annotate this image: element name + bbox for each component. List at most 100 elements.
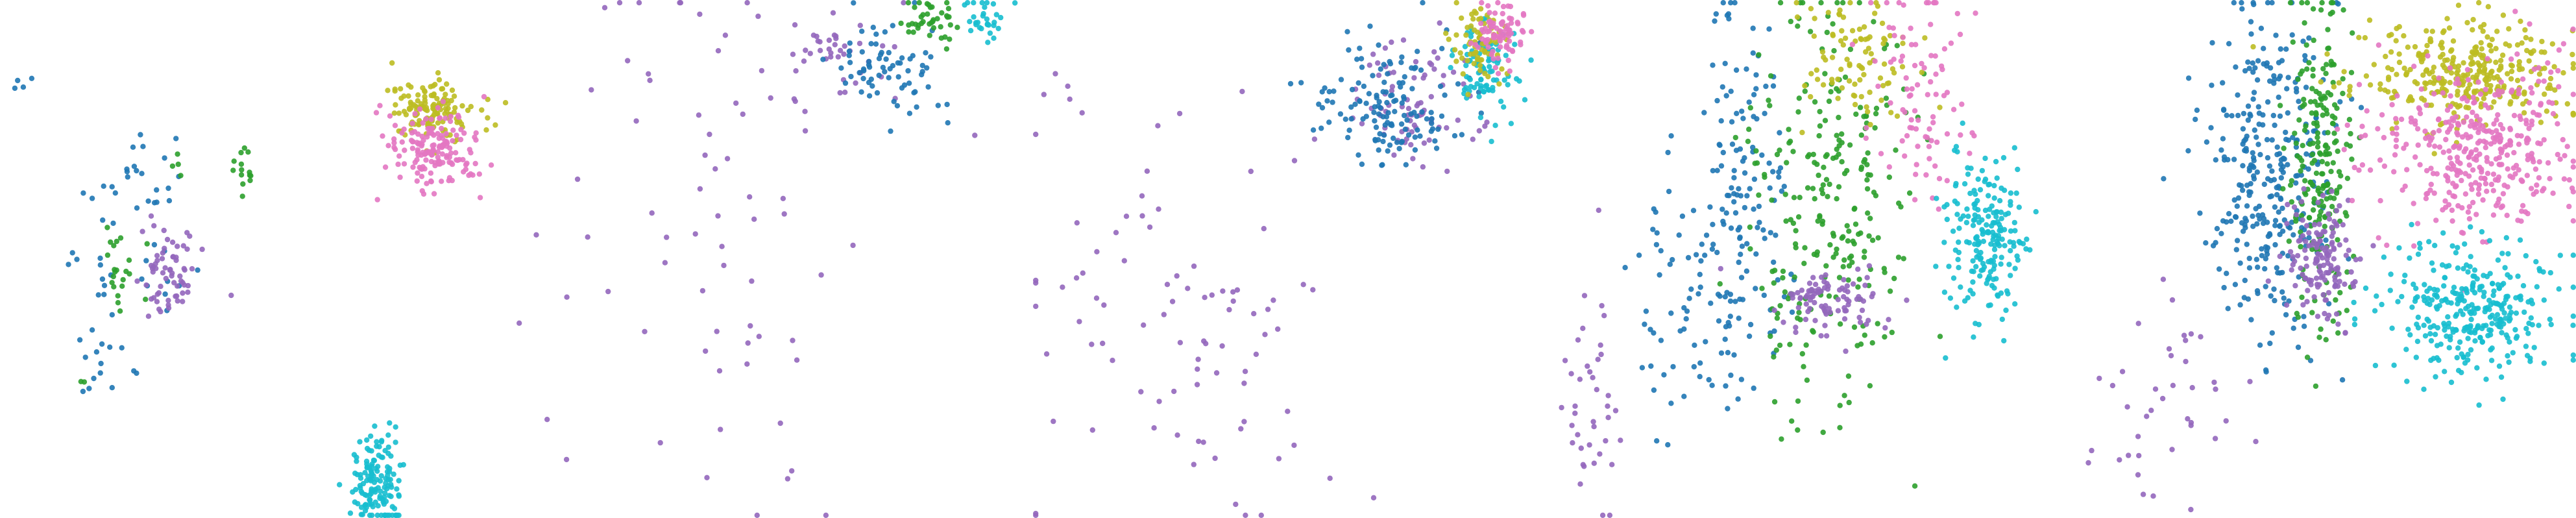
scatter-point (1945, 90, 1950, 95)
scatter-point (2342, 330, 2348, 335)
scatter-point (1759, 153, 1764, 158)
scatter-point (1582, 293, 1587, 298)
scatter-point (2497, 364, 2502, 369)
scatter-point (1710, 62, 1715, 68)
scatter-point (12, 86, 18, 91)
scatter-point (2436, 75, 2441, 80)
scatter-point (793, 68, 798, 73)
scatter-point (2449, 243, 2455, 249)
scatter-point (2506, 26, 2511, 31)
scatter-point (2309, 310, 2315, 315)
scatter-point (1101, 302, 1106, 308)
scatter-point (1978, 256, 1983, 262)
scatter-point (2367, 18, 2372, 23)
scatter-point (803, 128, 808, 133)
scatter-point (1818, 0, 1823, 5)
scatter-point (811, 32, 816, 38)
scatter-point (1452, 47, 1457, 53)
scatter-point (2252, 127, 2257, 132)
scatter-point (2024, 236, 2029, 241)
scatter-point (1979, 217, 1984, 223)
scatter-point (2329, 189, 2334, 194)
scatter-point (2486, 105, 2491, 110)
scatter-point (1856, 63, 1862, 68)
scatter-point (2405, 45, 2411, 50)
scatter-point (1991, 183, 1997, 188)
scatter-point (411, 102, 417, 107)
scatter-point (2513, 295, 2518, 301)
scatter-point (1723, 383, 1728, 388)
scatter-point (1659, 248, 1664, 253)
scatter-point (914, 105, 919, 110)
scatter-point (2521, 110, 2527, 116)
scatter-point (2307, 142, 2313, 147)
scatter-point (2263, 369, 2268, 375)
scatter-point (1506, 47, 1511, 52)
scatter-point (2455, 265, 2461, 271)
scatter-point (1238, 426, 1243, 431)
scatter-point (2403, 184, 2408, 189)
scatter-point (1862, 332, 1867, 338)
scatter-point (2259, 253, 2265, 258)
scatter-point (2283, 312, 2289, 317)
scatter-point (2325, 130, 2330, 135)
scatter-point (2322, 224, 2327, 229)
scatter-point (2417, 241, 2422, 246)
scatter-point (2455, 77, 2460, 82)
scatter-point (2319, 97, 2324, 102)
series-1 (1033, 20, 1490, 518)
series-3 (1559, 208, 1909, 518)
scatter-point (1815, 77, 1820, 82)
scatter-point (890, 63, 895, 68)
scatter-point (1796, 305, 1801, 310)
scatter-point (1830, 21, 1835, 27)
scatter-point (2320, 229, 2326, 234)
scatter-point (1495, 56, 1500, 61)
scatter-point (412, 129, 417, 134)
scatter-point (2567, 177, 2572, 182)
scatter-point (2518, 177, 2523, 182)
scatter-point (1830, 32, 1835, 37)
scatter-point (140, 144, 145, 149)
scatter-point (2281, 145, 2286, 151)
scatter-point (662, 260, 668, 265)
scatter-point (1406, 132, 1411, 138)
scatter-point (2388, 49, 2394, 55)
scatter-point (2514, 163, 2519, 168)
scatter-point (1707, 377, 1712, 382)
scatter-point (1498, 44, 1503, 49)
scatter-point (380, 133, 385, 138)
scatter-point (396, 493, 402, 499)
scatter-point (1910, 86, 1915, 92)
scatter-point (2141, 491, 2146, 497)
scatter-point (1714, 11, 1719, 16)
scatter-point (2222, 154, 2227, 160)
scatter-point (444, 81, 449, 86)
scatter-point (2331, 160, 2336, 166)
scatter-point (2302, 20, 2307, 25)
scatter-point (1795, 23, 1800, 29)
scatter-point (143, 258, 149, 263)
scatter-point (1701, 110, 1707, 115)
scatter-point (119, 345, 125, 351)
scatter-point (1908, 25, 1913, 31)
scatter-point (1735, 397, 1740, 402)
scatter-point (1814, 68, 1819, 73)
scatter-point (97, 256, 103, 261)
scatter-point (2292, 283, 2298, 288)
scatter-point (2548, 76, 2553, 81)
scatter-point (2511, 94, 2516, 99)
scatter-point (2310, 67, 2315, 72)
scatter-point (2491, 121, 2496, 127)
scatter-point (110, 312, 115, 317)
scatter-point (2349, 156, 2354, 162)
scatter-point (2424, 196, 2429, 201)
scatter-point (2481, 62, 2486, 68)
scatter-point (2483, 145, 2488, 150)
scatter-point (398, 86, 403, 92)
scatter-point (2150, 493, 2156, 499)
scatter-point (1756, 220, 1762, 225)
scatter-point (2274, 185, 2279, 190)
scatter-point (2387, 33, 2392, 38)
scatter-point (1852, 206, 1857, 212)
